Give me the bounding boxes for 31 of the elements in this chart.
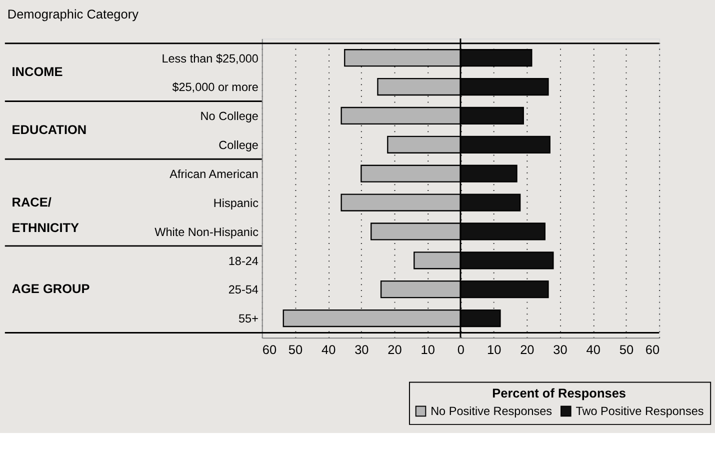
x-tick-label: 10 <box>420 342 435 357</box>
y-tick-label: $25,000 or more <box>172 81 259 94</box>
y-tick-label: 18-24 <box>228 254 259 268</box>
x-tick-label: 10 <box>486 342 502 357</box>
x-tick-label: 50 <box>288 342 303 357</box>
x-tick-label: 20 <box>520 342 534 357</box>
y-tick-label: 55+ <box>238 312 259 326</box>
legend-label: Two Positive Responses <box>576 405 704 418</box>
y-tick-label: 25-54 <box>228 284 259 297</box>
x-tick-label: 60 <box>262 342 277 357</box>
x-tick-label: 0 <box>457 342 465 357</box>
legend-title: Percent of Responses <box>492 385 626 400</box>
x-tick-label: 40 <box>321 342 336 357</box>
x-tick-label: 20 <box>388 342 402 357</box>
x-tick-label: 60 <box>645 342 660 357</box>
x-tick-label: 30 <box>354 342 369 357</box>
y-tick-label: White Non-Hispanic <box>154 226 259 239</box>
y-tick-label: Hispanic <box>213 196 259 210</box>
text: EDUCATION <box>12 122 87 138</box>
y-tick-label: College <box>218 139 259 152</box>
text: INCOME <box>12 64 63 80</box>
y-tick-label: Less than $25,000 <box>162 52 259 66</box>
y-tick-label: African American <box>170 168 258 182</box>
y-axis-title: Demographic Category <box>7 6 140 22</box>
text: RACE/ ETHNICITY <box>12 194 80 235</box>
x-tick-label: 30 <box>553 342 568 357</box>
y-tick-label: No College <box>200 110 259 124</box>
text: AGE GROUP <box>12 281 90 296</box>
legend-label: No Positive Responses <box>430 405 552 418</box>
x-tick-label: 40 <box>586 342 600 357</box>
x-tick-label: 50 <box>619 342 634 357</box>
